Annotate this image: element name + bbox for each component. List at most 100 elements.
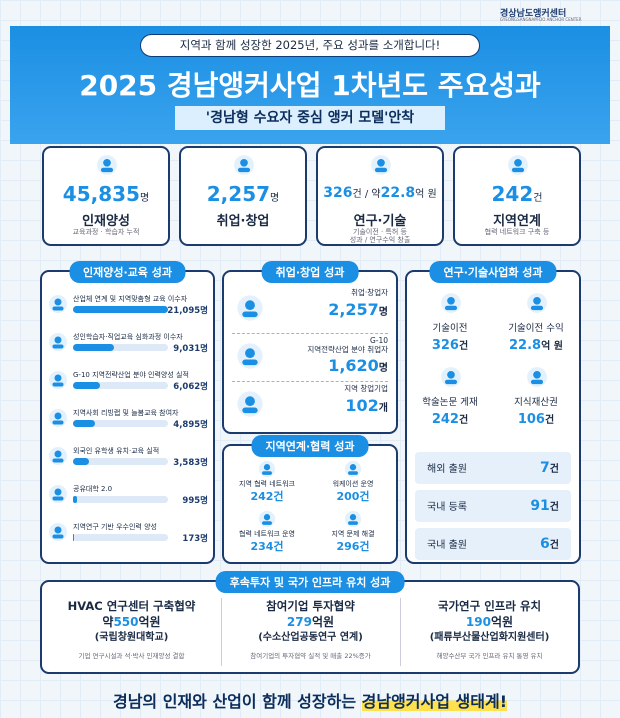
prefix: 약	[102, 615, 114, 629]
icon	[237, 343, 263, 369]
title: 2025 경남앵커사업 1차년도 주요성과	[79, 69, 541, 102]
panel-header: 인재양성·교육 성과	[69, 261, 186, 283]
regional-panel: 지역연계·협력 성과 지역 협력 네트워크 242건 워케이션 운영 200건 협력 네트…	[222, 435, 398, 564]
bar-track	[73, 306, 168, 313]
item-label: 협력 네트워크 운영	[239, 530, 295, 538]
inv-title: 국가연구 인프라 유치	[437, 599, 542, 613]
kpi-number: 45,835명	[44, 182, 168, 206]
value: 234	[250, 540, 274, 553]
value: 326	[431, 338, 459, 353]
icon	[508, 155, 528, 175]
item-label: 기술이전	[432, 323, 468, 334]
item-value: 22.8억 원	[493, 334, 579, 353]
item-label: 워케이션 운영	[332, 480, 374, 488]
bar-track	[73, 382, 168, 389]
item-value: 6,062명	[173, 382, 208, 392]
patent-value: 7건	[540, 457, 559, 476]
item-value: 173명	[182, 534, 208, 544]
kpi-card: 45,835명 인재양성 교육과정 · 학습자 누적	[42, 146, 170, 246]
icon	[49, 371, 67, 389]
unit: 건	[549, 540, 559, 551]
bar	[73, 306, 168, 313]
value: 242	[250, 490, 274, 503]
patent-value: 91건	[530, 495, 559, 514]
patent-row: 국내 등록 91건	[415, 490, 571, 522]
item-value: 242건	[224, 488, 310, 504]
research-panel: 연구·기술사업화 성과 기술이전 326건 기술이전 수익 22.8억 원 학술논문 게재…	[405, 261, 581, 564]
inv-title: 참여기업 투자협약	[266, 599, 355, 613]
item-value: 234건	[224, 538, 310, 554]
number: 22.8	[380, 185, 416, 201]
unit: 건	[533, 193, 543, 204]
number: 326	[323, 185, 353, 201]
unit: 건	[359, 490, 370, 503]
value: 1,620	[328, 356, 379, 375]
icon	[441, 293, 461, 313]
unit: 명	[139, 193, 150, 204]
amount: 550	[113, 615, 139, 629]
icon	[49, 485, 67, 503]
inv-desc: 기업 연구시설과 석·박사 인재양성 결합	[78, 652, 185, 660]
icon	[237, 391, 263, 417]
kpi-desc: 기술이전 · 특허 등 성과 / 연구수익 창출	[349, 228, 411, 244]
logo: 경상남도앵커센터	[500, 9, 567, 19]
footer-text: 경남의 인재와 산업이 함께 성장하는	[112, 692, 362, 711]
kpi-card: 2,257명 취업·창업	[179, 146, 307, 246]
unit: 건	[273, 490, 284, 503]
amount: 279	[286, 615, 312, 629]
icon	[441, 367, 461, 387]
item-value: 21,095명	[167, 306, 208, 316]
icon	[49, 409, 67, 427]
value: 296	[336, 540, 360, 553]
kpi-desc: 교육과정 · 학습자 누적	[72, 228, 140, 236]
inv-org: (수소산업공동연구 연계)	[258, 632, 363, 643]
unit: 억 원	[541, 341, 563, 352]
unit: 건	[549, 464, 559, 475]
unit: 명	[378, 307, 388, 318]
item-value: 995명	[182, 496, 208, 506]
education-panel: 인재양성·교육 성과 산업체 연계 및 지역맞춤형 교육 이수자 21,095명 성인…	[40, 261, 215, 564]
unit: 건	[273, 540, 284, 553]
icon	[49, 295, 67, 313]
icon	[49, 447, 67, 465]
value: 102	[345, 396, 379, 415]
item-label: G-10 지역전략산업 분야 취업자	[307, 336, 388, 354]
subtitle: '경남형 수요자 중심 앵커 모델'안착	[175, 106, 445, 130]
bar	[73, 496, 78, 503]
item-value: 3,583명	[173, 458, 208, 468]
logo-sub: GYEONGSANGNAM-DO ANCHOR CENTER	[500, 17, 582, 22]
item-label: 지역 협력 네트워크	[239, 480, 295, 488]
kpi-label: 취업·창업	[216, 214, 270, 229]
bar	[73, 534, 74, 541]
bar-track	[73, 496, 168, 503]
unit: 억 원	[415, 189, 437, 200]
item-value: 242건	[407, 408, 493, 427]
unit: 명	[270, 193, 280, 204]
item-value: 9,031명	[173, 344, 208, 354]
item-label: 취업·창업자	[351, 288, 388, 297]
item-value: 326건	[407, 334, 493, 353]
icon	[371, 155, 391, 175]
employment-panel: 취업·창업 성과 취업·창업자 2,257명 G-10 지역전략산업 분야 취업자 1,…	[222, 261, 398, 434]
icon	[258, 510, 276, 528]
bar	[73, 420, 96, 427]
unit: 건	[544, 415, 555, 426]
item-value: 2,257명	[328, 300, 388, 319]
patent-label: 해외 출원	[427, 464, 467, 475]
icon	[344, 510, 362, 528]
divider	[400, 598, 401, 666]
inv-desc: 참여기업의 투자협약 실적 및 매출 22%증가	[250, 652, 371, 660]
bar-track	[73, 534, 168, 541]
item-value: 200건	[310, 488, 396, 504]
icon	[49, 523, 67, 541]
item-value: 4,895명	[173, 420, 208, 430]
value: 7	[540, 460, 550, 476]
bar-track	[73, 458, 168, 465]
kpi-label: 연구·기술	[353, 214, 407, 229]
bar-track	[73, 420, 168, 427]
number: 242	[491, 182, 534, 206]
item-label: 지역 문제 해결	[331, 530, 375, 538]
icon	[237, 295, 263, 321]
item-value: 1,620명	[328, 356, 388, 375]
